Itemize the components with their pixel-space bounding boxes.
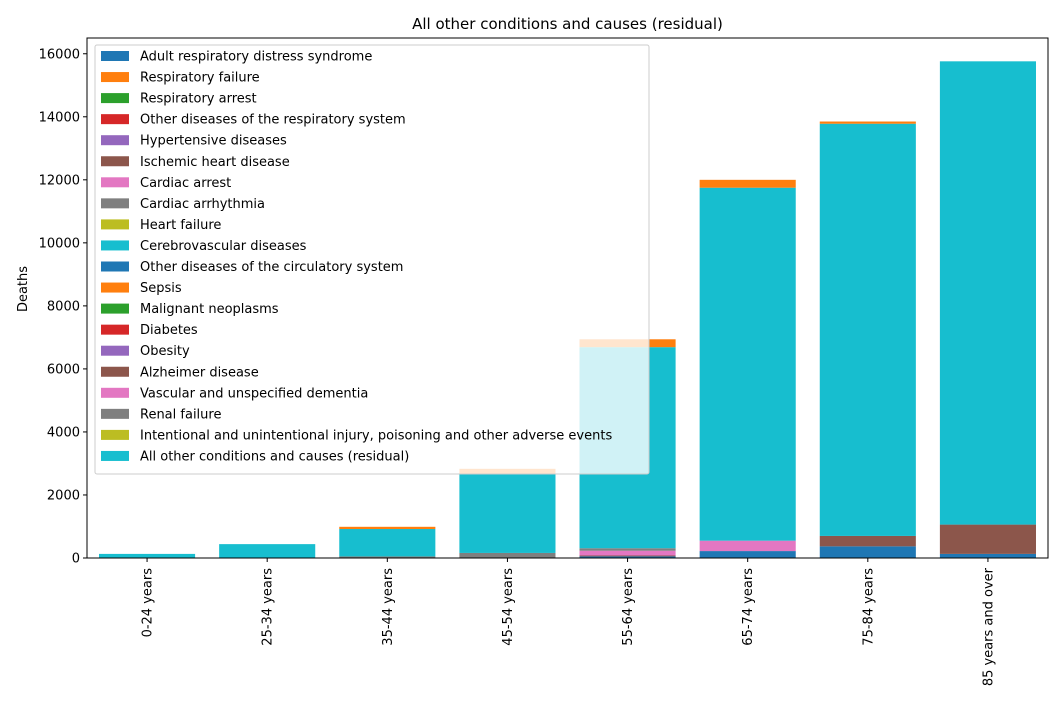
legend-swatch-8 — [101, 219, 129, 230]
bar-segment-4-15 — [579, 555, 676, 557]
bar-segment-5-10 — [699, 551, 796, 558]
legend-swatch-3 — [101, 114, 129, 125]
bar-segment-4-16 — [579, 550, 676, 556]
y-tick-label-7: 14000 — [39, 110, 80, 125]
bar-segment-6-20 — [819, 121, 916, 124]
chart-title: All other conditions and causes (residua… — [412, 15, 723, 33]
legend: Adult respiratory distress syndrome Respi… — [94, 44, 650, 475]
legend-swatch-10 — [101, 261, 129, 272]
legend-label-12: Malignant neoplasms — [140, 302, 279, 317]
x-tick-label-1: 25-34 years — [261, 568, 276, 646]
legend-label-9: Cerebrovascular diseases — [140, 239, 307, 254]
bar-segment-4-17 — [579, 548, 676, 551]
legend-swatch-2 — [101, 93, 129, 104]
legend-label-18: Intentional and unintentional injury, po… — [140, 428, 612, 443]
legend-label-1: Respiratory failure — [140, 71, 260, 86]
legend-swatch-11 — [101, 282, 129, 293]
bar-segment-5-19 — [699, 187, 796, 541]
legend-label-13: Diabetes — [140, 323, 198, 338]
legend-label-15: Alzheimer disease — [140, 365, 259, 380]
legend-label-4: Hypertensive diseases — [140, 134, 287, 149]
x-tick-label-6: 75-84 years — [861, 568, 876, 646]
legend-label-6: Cardiac arrest — [140, 176, 231, 191]
y-tick-label-1: 2000 — [47, 488, 80, 503]
y-tick-label-5: 10000 — [39, 236, 80, 251]
legend-label-3: Other diseases of the respiratory system — [140, 113, 406, 128]
y-axis-ticks: 0 2000 4000 6000 8000 10000 12000 14000 16000 — [39, 47, 87, 567]
legend-swatch-14 — [101, 345, 129, 356]
bar-segment-6-19 — [819, 123, 916, 536]
legend-label-2: Respiratory arrest — [140, 92, 257, 107]
x-tick-label-7: 85 years and over — [981, 567, 996, 686]
legend-swatch-17 — [101, 408, 129, 419]
legend-box — [94, 44, 650, 475]
bar-segment-1-19 — [219, 544, 316, 558]
bar-segment-6-15 — [819, 535, 916, 547]
legend-swatch-5 — [101, 156, 129, 167]
y-tick-label-0: 0 — [72, 552, 80, 567]
bar-segment-6-10 — [819, 546, 916, 558]
bar-segment-7-15 — [939, 524, 1036, 554]
bar-segment-2-20 — [339, 526, 436, 530]
legend-swatch-15 — [101, 366, 129, 377]
bar-segment-3-17 — [459, 552, 556, 558]
plot-frame — [86, 37, 1049, 559]
x-axis-ticks: 0-24 years 25-34 years 35-44 years 45-54 ye… — [141, 558, 996, 686]
y-tick-label-8: 16000 — [39, 47, 80, 62]
legend-swatch-12 — [101, 303, 129, 314]
legend-label-11: Sepsis — [140, 281, 182, 296]
legend-label-17: Renal failure — [140, 407, 221, 422]
legend-label-14: Obesity — [140, 344, 190, 359]
y-tick-label-3: 6000 — [47, 362, 80, 377]
y-axis-label: Deaths — [16, 266, 31, 312]
legend-label-19: All other conditions and causes (residua… — [140, 449, 409, 464]
bar-segment-4-10 — [579, 556, 676, 558]
legend-label-8: Heart failure — [140, 218, 221, 233]
legend-swatch-4 — [101, 135, 129, 146]
legend-swatch-0 — [101, 51, 129, 61]
y-tick-label-4: 8000 — [47, 299, 80, 314]
bar-segment-0-19 — [99, 553, 196, 558]
legend-swatch-7 — [101, 198, 129, 209]
y-tick-label-2: 4000 — [47, 425, 80, 440]
legend-swatch-13 — [101, 324, 129, 335]
legend-label-7: Cardiac arrhythmia — [140, 197, 265, 212]
bar-segment-5-16 — [699, 540, 796, 552]
legend-swatch-6 — [101, 177, 129, 188]
x-tick-label-3: 45-54 years — [501, 568, 516, 646]
bar-segment-7-10 — [939, 553, 1036, 558]
legend-label-16: Vascular and unspecified dementia — [140, 386, 368, 401]
x-tick-label-5: 65-74 years — [741, 568, 756, 646]
x-tick-label-2: 35-44 years — [381, 568, 396, 646]
bar-segment-7-19 — [939, 61, 1036, 525]
x-tick-label-4: 55-64 years — [621, 568, 636, 646]
y-tick-label-6: 12000 — [39, 173, 80, 188]
bar-segment-3-19 — [459, 474, 556, 553]
legend-label-5: Ischemic heart disease — [140, 155, 290, 170]
bar-segment-2-19 — [339, 529, 436, 557]
legend-swatch-18 — [101, 429, 129, 440]
legend-swatch-1 — [101, 72, 129, 83]
legend-label-10: Other diseases of the circulatory system — [140, 260, 403, 275]
bar-segment-2-17 — [339, 556, 436, 558]
legend-swatch-9 — [101, 240, 129, 251]
legend-swatch-16 — [101, 387, 129, 398]
x-tick-label-0: 0-24 years — [141, 568, 156, 638]
legend-label-0: Adult respiratory distress syndrome — [140, 50, 372, 65]
legend-swatch-19 — [101, 450, 129, 461]
bar-segment-5-20 — [699, 179, 796, 188]
